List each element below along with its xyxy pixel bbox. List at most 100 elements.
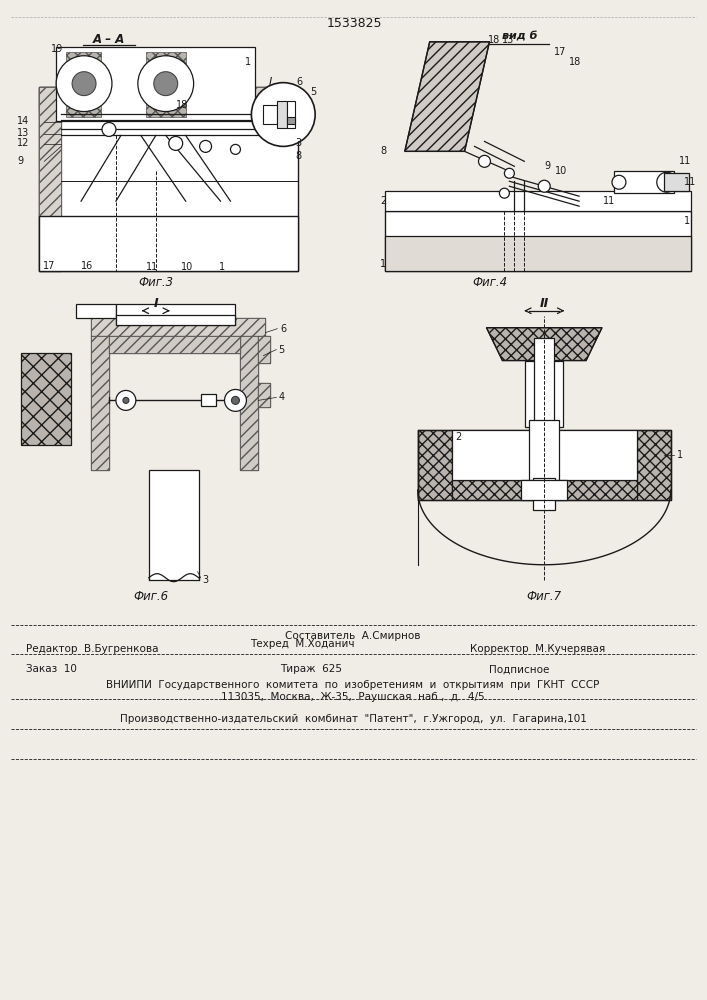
Bar (614, 171, 674, 193)
Text: 1: 1 (218, 262, 225, 272)
Bar (91, 336, 109, 470)
Text: 5: 5 (279, 345, 284, 355)
Text: 13: 13 (18, 128, 30, 138)
Text: Фиг.4: Фиг.4 (472, 276, 507, 289)
Bar (287, 117, 296, 124)
Text: 8: 8 (380, 146, 386, 156)
Text: 9: 9 (544, 161, 550, 171)
Text: 19: 19 (51, 44, 64, 54)
Bar (263, 105, 277, 124)
Bar (534, 338, 554, 427)
Text: 10: 10 (181, 262, 193, 272)
Text: 17: 17 (43, 261, 56, 271)
Bar (116, 315, 235, 325)
Polygon shape (405, 42, 489, 151)
Bar (258, 336, 270, 363)
Circle shape (499, 188, 509, 198)
Text: 11: 11 (146, 262, 158, 272)
Text: 10: 10 (555, 166, 568, 176)
Circle shape (225, 389, 247, 411)
Text: Подписное: Подписное (489, 664, 550, 674)
Text: 11: 11 (603, 196, 615, 206)
Text: 2: 2 (380, 196, 386, 206)
Bar (56, 47, 255, 121)
Text: 6: 6 (296, 77, 303, 87)
Polygon shape (637, 430, 671, 500)
Circle shape (538, 180, 550, 192)
Text: Составитель  А.Смирнов: Составитель А.Смирнов (285, 631, 421, 641)
Bar (530, 420, 559, 480)
Bar (40, 87, 61, 271)
Circle shape (102, 122, 116, 136)
Bar (40, 87, 61, 271)
Bar (277, 101, 287, 128)
Text: вид б: вид б (502, 32, 537, 42)
Bar (258, 383, 270, 407)
Polygon shape (21, 353, 71, 445)
Text: ВНИИПИ  Государственного  комитета  по  изобретениям  и  открытиям  при  ГКНТ  С: ВНИИПИ Государственного комитета по изоб… (106, 680, 600, 690)
Text: 9: 9 (18, 156, 23, 166)
Circle shape (138, 56, 194, 112)
Circle shape (169, 136, 182, 150)
Text: 8: 8 (296, 151, 301, 161)
Bar (452, 430, 637, 480)
Bar (664, 173, 689, 191)
Bar (116, 304, 235, 325)
Polygon shape (66, 52, 101, 117)
Text: I: I (269, 77, 271, 87)
Text: 11: 11 (679, 156, 691, 166)
Circle shape (230, 144, 240, 154)
Bar (40, 87, 298, 112)
Polygon shape (486, 328, 602, 361)
Polygon shape (452, 480, 637, 500)
Text: 17: 17 (554, 47, 566, 57)
Bar (287, 101, 296, 128)
Text: 2: 2 (455, 432, 462, 442)
Bar (91, 336, 109, 470)
Bar (91, 318, 265, 336)
Bar (521, 480, 567, 500)
Text: 12: 12 (18, 138, 30, 148)
Bar (109, 336, 240, 353)
Bar (40, 87, 298, 112)
Text: 5: 5 (310, 87, 317, 97)
Bar (76, 304, 116, 318)
Text: 11: 11 (684, 177, 696, 187)
Text: Техред  М.Ходанич: Техред М.Ходанич (250, 639, 355, 649)
Circle shape (123, 397, 129, 403)
Bar (109, 336, 240, 353)
Text: Корректор  М.Кучерявая: Корректор М.Кучерявая (469, 644, 604, 654)
Text: 113035,  Москва,  Ж-35,  Раушская  наб.,  д.  4/5: 113035, Москва, Ж-35, Раушская наб., д. … (221, 692, 485, 702)
Bar (258, 336, 270, 363)
Circle shape (116, 390, 136, 410)
Text: 6: 6 (280, 324, 286, 334)
Text: 4: 4 (279, 392, 284, 402)
Bar (148, 470, 199, 580)
Text: 3: 3 (203, 575, 209, 585)
Bar (418, 430, 671, 500)
Text: 14: 14 (18, 116, 30, 126)
Circle shape (479, 155, 491, 167)
Bar (385, 211, 691, 271)
Text: 1: 1 (684, 216, 690, 226)
Bar (40, 87, 298, 271)
Text: Заказ  10: Заказ 10 (26, 664, 77, 674)
Text: Производственно-издательский  комбинат  "Патент",  г.Ужгород,  ул.  Гагарина,101: Производственно-издательский комбинат "П… (119, 714, 586, 724)
Text: 16: 16 (81, 261, 93, 271)
Text: 1533825: 1533825 (326, 17, 382, 30)
Circle shape (231, 396, 240, 404)
Circle shape (199, 140, 211, 152)
Text: 13: 13 (503, 35, 515, 45)
Text: II: II (539, 297, 549, 310)
Bar (533, 478, 555, 510)
Bar (385, 191, 691, 211)
Text: 1: 1 (380, 259, 386, 269)
Text: 18: 18 (176, 100, 188, 110)
Bar (91, 318, 265, 336)
Text: 1: 1 (245, 57, 252, 67)
Circle shape (612, 175, 626, 189)
Text: I: I (153, 297, 158, 310)
Circle shape (504, 168, 515, 178)
Text: Фиг.7: Фиг.7 (527, 590, 562, 603)
Text: Фиг.3: Фиг.3 (138, 276, 173, 289)
